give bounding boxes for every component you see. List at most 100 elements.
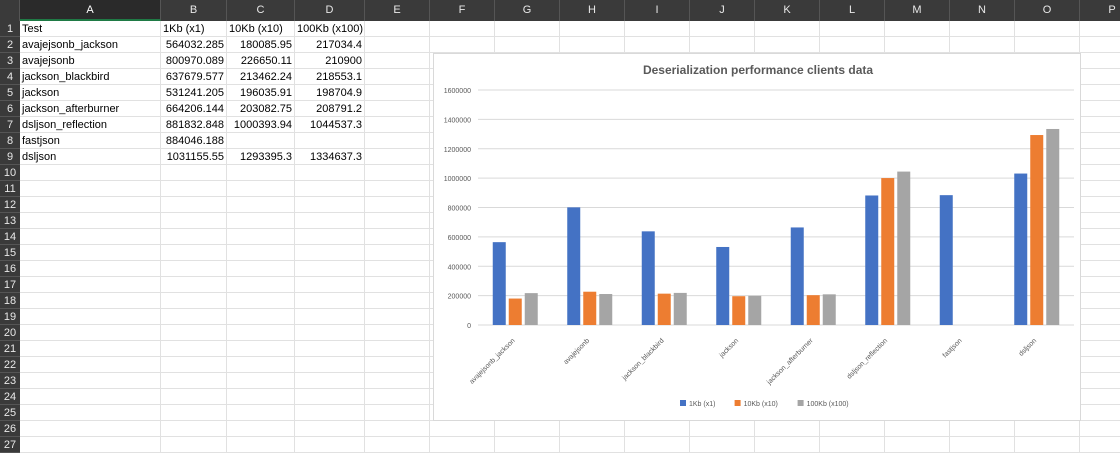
cell-f2[interactable] [430,37,495,53]
column-header-a[interactable]: A [20,0,161,21]
cell-d8[interactable] [295,133,365,149]
cell-a11[interactable] [20,181,161,197]
cell-b1[interactable]: 1Kb (x1) [161,21,227,37]
cell-a26[interactable] [20,421,161,437]
cell-d27[interactable] [295,437,365,453]
cell-d9[interactable]: 1334637.3 [295,149,365,165]
cell-d4[interactable]: 218553.1 [295,69,365,85]
cell-d24[interactable] [295,389,365,405]
column-header-l[interactable]: L [820,0,885,21]
cell-c13[interactable] [227,213,295,229]
cell-d3[interactable]: 210900 [295,53,365,69]
cell-h1[interactable] [560,21,625,37]
cell-p6[interactable] [1080,101,1120,117]
cell-c4[interactable]: 213462.24 [227,69,295,85]
column-header-d[interactable]: D [295,0,365,21]
cell-a10[interactable] [20,165,161,181]
cell-i26[interactable] [625,421,690,437]
row-header-22[interactable]: 22 [0,357,20,373]
select-all-corner[interactable] [0,0,20,21]
cell-p14[interactable] [1080,229,1120,245]
column-header-m[interactable]: M [885,0,950,21]
cell-e10[interactable] [365,165,430,181]
cell-d5[interactable]: 198704.9 [295,85,365,101]
cell-j27[interactable] [690,437,755,453]
cell-e14[interactable] [365,229,430,245]
cell-p25[interactable] [1080,405,1120,421]
cell-p12[interactable] [1080,197,1120,213]
cell-f27[interactable] [430,437,495,453]
cell-d15[interactable] [295,245,365,261]
cell-p10[interactable] [1080,165,1120,181]
cell-a8[interactable]: fastjson [20,133,161,149]
cell-p24[interactable] [1080,389,1120,405]
row-header-17[interactable]: 17 [0,277,20,293]
cell-a12[interactable] [20,197,161,213]
row-header-27[interactable]: 27 [0,437,20,453]
cell-p1[interactable] [1080,21,1120,37]
cell-a7[interactable]: dsljson_reflection [20,117,161,133]
cell-k1[interactable] [755,21,820,37]
cell-d11[interactable] [295,181,365,197]
cell-e5[interactable] [365,85,430,101]
column-header-e[interactable]: E [365,0,430,21]
cell-e18[interactable] [365,293,430,309]
cell-p15[interactable] [1080,245,1120,261]
cell-e21[interactable] [365,341,430,357]
column-header-b[interactable]: B [161,0,227,21]
cell-c18[interactable] [227,293,295,309]
cell-h27[interactable] [560,437,625,453]
cell-d26[interactable] [295,421,365,437]
cell-e4[interactable] [365,69,430,85]
cell-h26[interactable] [560,421,625,437]
row-header-14[interactable]: 14 [0,229,20,245]
cell-m27[interactable] [885,437,950,453]
cell-e13[interactable] [365,213,430,229]
cell-b2[interactable]: 564032.285 [161,37,227,53]
cell-a25[interactable] [20,405,161,421]
cell-e26[interactable] [365,421,430,437]
row-header-19[interactable]: 19 [0,309,20,325]
cell-a14[interactable] [20,229,161,245]
cell-e25[interactable] [365,405,430,421]
cell-b17[interactable] [161,277,227,293]
cell-b4[interactable]: 637679.577 [161,69,227,85]
row-header-13[interactable]: 13 [0,213,20,229]
cell-b10[interactable] [161,165,227,181]
row-header-10[interactable]: 10 [0,165,20,181]
cell-p19[interactable] [1080,309,1120,325]
cell-e17[interactable] [365,277,430,293]
cell-a15[interactable] [20,245,161,261]
cell-c5[interactable]: 196035.91 [227,85,295,101]
cell-c17[interactable] [227,277,295,293]
cell-c11[interactable] [227,181,295,197]
cell-a16[interactable] [20,261,161,277]
cell-b6[interactable]: 664206.144 [161,101,227,117]
cell-b9[interactable]: 1031155.55 [161,149,227,165]
cell-m26[interactable] [885,421,950,437]
cell-p8[interactable] [1080,133,1120,149]
cell-e8[interactable] [365,133,430,149]
cell-n2[interactable] [950,37,1015,53]
cell-p17[interactable] [1080,277,1120,293]
cell-d25[interactable] [295,405,365,421]
cell-c9[interactable]: 1293395.3 [227,149,295,165]
column-header-i[interactable]: I [625,0,690,21]
cell-c26[interactable] [227,421,295,437]
cell-p20[interactable] [1080,325,1120,341]
cell-p2[interactable] [1080,37,1120,53]
cell-j1[interactable] [690,21,755,37]
cell-e15[interactable] [365,245,430,261]
cell-b25[interactable] [161,405,227,421]
cell-d14[interactable] [295,229,365,245]
cell-a24[interactable] [20,389,161,405]
cell-d19[interactable] [295,309,365,325]
column-header-p[interactable]: P [1080,0,1120,21]
cell-b8[interactable]: 884046.188 [161,133,227,149]
cell-e22[interactable] [365,357,430,373]
cell-e20[interactable] [365,325,430,341]
cell-e7[interactable] [365,117,430,133]
cell-i27[interactable] [625,437,690,453]
cell-b14[interactable] [161,229,227,245]
row-header-21[interactable]: 21 [0,341,20,357]
